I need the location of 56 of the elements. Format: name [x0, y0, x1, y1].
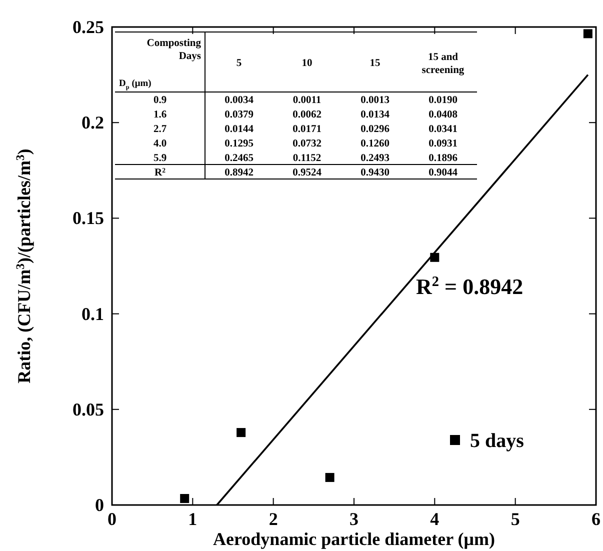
category-label: 0.9	[153, 95, 167, 106]
y-tick-label: 0	[95, 495, 104, 515]
x-tick-label: 4	[430, 509, 440, 529]
annotation: R$^{2}$ = 0.8942	[416, 274, 524, 299]
text: 0.0011	[292, 95, 322, 106]
point	[236, 428, 246, 438]
text: 0.8942	[224, 168, 254, 178]
point	[180, 494, 190, 503]
text: 0.1260	[360, 138, 390, 150]
text: 0.0144	[224, 124, 254, 135]
y-tick-label: 0.2	[82, 112, 104, 133]
text: 0.0134	[360, 110, 390, 120]
point	[583, 29, 592, 38]
x-tick-label: 3	[350, 509, 358, 529]
point	[325, 472, 334, 482]
text: 0.0013	[360, 95, 390, 106]
text: 0.0034	[224, 95, 254, 106]
text: 0.0341	[428, 124, 458, 135]
text: 0.9044	[428, 168, 458, 178]
category-label: 15 and screening	[422, 52, 465, 76]
category-label: 10	[302, 58, 312, 69]
text: 0.0931	[428, 138, 458, 150]
text: 0.0296	[360, 124, 390, 135]
text: 0.0732	[292, 138, 322, 150]
text: 0.0408	[428, 110, 458, 120]
text: 0.0062	[292, 110, 322, 120]
text: 0.0171	[292, 124, 322, 135]
category-label: 2.7	[153, 124, 167, 135]
category-label: 15	[370, 58, 380, 69]
text: 0.2465	[224, 153, 254, 164]
x-tick-label: 2	[268, 509, 278, 529]
x-tick-label: 1	[188, 509, 198, 529]
text: D$_{p}$ (μm)	[119, 79, 152, 91]
text: 0.9524	[292, 168, 322, 178]
category-label: R$^{2}$	[154, 167, 166, 178]
x-tick-label: 5	[510, 509, 520, 529]
y-tick-label: 0.15	[72, 208, 104, 228]
text: 0.2493	[360, 153, 390, 164]
text: 0.9430	[360, 168, 390, 178]
y-tick-label: 0.05	[72, 399, 104, 420]
x-tick-label: 6	[592, 509, 600, 529]
text: 0.0190	[428, 95, 458, 106]
y-tick-label: 0.1	[82, 304, 104, 324]
category-label: 1.6	[153, 110, 167, 120]
category-label: 5	[236, 58, 242, 69]
category-label: 4.0	[153, 138, 167, 150]
text: 0.1295	[224, 138, 254, 150]
text: 0.0379	[224, 110, 254, 120]
legend-label: 5 days	[470, 430, 524, 452]
x-tick-label: 0	[108, 509, 116, 529]
text: 0.1152	[292, 153, 322, 164]
x-axis-title: Aerodynamic particle diameter (μm)	[213, 529, 495, 549]
text: Composting Days	[146, 38, 202, 62]
text: 0.1896	[428, 153, 458, 164]
y-tick-label: 0.25	[72, 17, 104, 37]
category-label: 5.9	[153, 153, 167, 164]
